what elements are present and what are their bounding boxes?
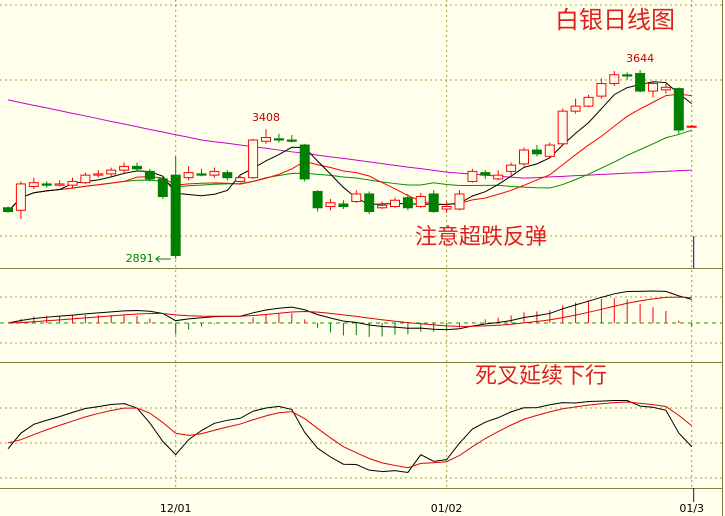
candle-body (673, 88, 684, 131)
candle-body (54, 183, 65, 186)
ma-line (7, 93, 692, 212)
candle-body (286, 139, 297, 142)
candle-body (119, 165, 130, 171)
candle-body (170, 174, 181, 256)
candle-body (441, 206, 452, 210)
candle-body (196, 173, 207, 176)
price-label: 3644 (626, 52, 654, 65)
chart-title: 白银日线图 (555, 6, 675, 34)
x-tick-label: 01/02 (431, 502, 463, 515)
annotation: 注意超跌反弹 (415, 225, 547, 250)
candle-body (544, 144, 555, 157)
candle-body (531, 149, 542, 155)
candle-body (351, 193, 362, 203)
candle-body (557, 110, 568, 145)
price-label: 2891 (126, 252, 154, 265)
candle-body (3, 207, 13, 213)
candle-body (493, 174, 504, 180)
candle-body (377, 204, 388, 209)
candle-body (67, 180, 78, 186)
macd-dif (7, 290, 692, 331)
candle-body (222, 172, 233, 179)
candle-body (338, 203, 349, 208)
candle-body (454, 193, 465, 210)
macd-dea (7, 296, 692, 327)
candle-body (312, 190, 323, 209)
candle-body (248, 139, 259, 179)
candle-body (519, 149, 529, 165)
kdj-k (7, 399, 693, 473)
candle-body (583, 96, 594, 107)
candle-body (80, 174, 91, 184)
candle-body (402, 197, 413, 209)
pointer (155, 255, 171, 263)
candle-body (15, 183, 26, 211)
candle-body (157, 178, 168, 197)
ma-line (7, 81, 693, 212)
candle-body (390, 199, 400, 208)
candle-body (609, 74, 620, 85)
kdj-d (7, 401, 693, 469)
candle-body (273, 138, 284, 141)
grid (0, 4, 722, 479)
candle-body (480, 172, 491, 176)
candle-body (261, 137, 271, 142)
candle-body (183, 172, 194, 179)
candle-body (132, 165, 142, 170)
candle-body (209, 170, 220, 176)
annotation: 死叉延续下行 (475, 364, 607, 389)
candle-body (235, 177, 246, 182)
candle-body (325, 202, 336, 208)
reference-line (7, 99, 692, 179)
candle-body (41, 183, 52, 186)
candle-body (648, 83, 658, 92)
candle-body (506, 164, 517, 172)
candle-body (467, 170, 478, 182)
candle-body (299, 144, 310, 180)
candle-body (570, 105, 581, 112)
candle-body (106, 169, 117, 175)
price-label: 3408 (252, 111, 280, 124)
candle-body (635, 73, 646, 92)
x-tick-label: 12/01 (160, 502, 192, 515)
candle-body (28, 182, 39, 187)
candle-body (686, 125, 697, 128)
x-tick-label: 01/3 (679, 502, 704, 515)
candle-body (144, 170, 155, 180)
candle-body (93, 173, 104, 176)
candle-body (622, 74, 633, 77)
candle-body (596, 83, 607, 97)
candle-body (415, 195, 426, 208)
candle-body (364, 193, 375, 213)
candle-body (428, 193, 439, 213)
candle-body (660, 86, 671, 91)
